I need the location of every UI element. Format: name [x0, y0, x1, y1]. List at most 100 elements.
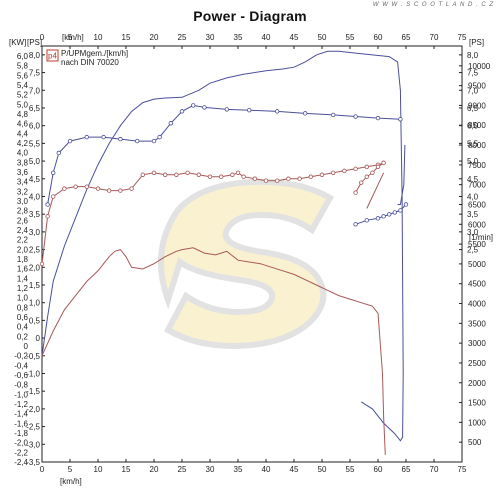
rpm-tick-0: 10000 [468, 62, 491, 71]
x-tick-top-8: 40 [262, 33, 271, 42]
series-layer [39, 50, 409, 455]
series-1-point-9 [157, 134, 162, 140]
x-tick-bottom-15: 75 [458, 465, 467, 474]
series-1-point-8 [151, 138, 157, 144]
series-1 [45, 103, 403, 207]
kw-tick-29: 0,2 [17, 332, 29, 341]
series-1-point-10 [168, 121, 173, 126]
kw-tick-28: 0,4 [17, 323, 29, 332]
series-1-point-17 [303, 111, 308, 116]
kw-tick-31: -0,2 [14, 352, 28, 361]
ps-left-tick-5: 5,5 [29, 139, 41, 148]
series-5-point-30 [353, 166, 358, 172]
kw-tick-39: -1,8 [14, 429, 28, 438]
chart-title: Power - Diagram [193, 8, 307, 24]
kw-unit-label: [KW] [9, 38, 26, 47]
kw-tick-38: -1,6 [14, 419, 28, 428]
kw-tick-17: 2,6 [17, 216, 29, 225]
rpm-tick-12: 4000 [468, 300, 486, 309]
kw-tick-1: 5,8 [17, 62, 29, 71]
ps-left-tick-20: -2,0 [26, 405, 40, 414]
kw-tick-12: 3,6 [17, 168, 29, 177]
series-0 [41, 50, 404, 442]
series-5-point-10 [140, 172, 145, 177]
series-5-point-13 [174, 172, 179, 177]
kmh-top-unit-label: [km/h] [62, 33, 84, 42]
kw-tick-8: 4,4 [17, 129, 29, 138]
series-5-point-6 [95, 186, 101, 191]
rpm-tick-18: 1000 [468, 418, 486, 427]
series-5-point-2 [51, 194, 56, 199]
series-1-point-16 [275, 109, 280, 114]
rpm-unit-label: [1/min] [469, 233, 493, 242]
series-3 [397, 144, 406, 205]
series-2-point-1 [364, 218, 369, 223]
ps-left-tick-3: 6,5 [29, 104, 41, 113]
ps-left-tick-17: -0,5 [26, 352, 40, 361]
x-tick-bottom-4: 20 [150, 465, 159, 474]
series-2-point-4 [387, 212, 392, 217]
legend-badge: p4 [48, 52, 57, 61]
series-5-point-12 [162, 172, 168, 177]
rpm-tick-10: 5000 [468, 260, 486, 269]
series-5-point-14 [185, 170, 190, 175]
x-tick-top-2: 10 [94, 33, 103, 42]
legend-badge-box [46, 49, 59, 62]
kw-tick-10: 4,0 [17, 149, 29, 158]
ps-left-tick-6: 5,0 [29, 157, 41, 166]
rpm-tick-5: 7500 [468, 161, 486, 170]
series-6-point-2 [364, 174, 369, 179]
x-tick-top-11: 55 [346, 33, 355, 42]
kw-tick-15: 3,0 [17, 197, 29, 206]
x-tick-top-4: 20 [150, 33, 159, 42]
series-5-point-16 [207, 174, 213, 179]
kw-tick-2: 5,6 [17, 71, 29, 80]
ps-right-tick-6: 5,0 [467, 157, 479, 166]
series-1-point-18 [331, 112, 336, 118]
kw-tick-11: 3,8 [17, 158, 29, 167]
series-5-point-23 [275, 178, 280, 183]
series-7-line [366, 172, 385, 209]
x-tick-top-0: 0 [40, 33, 45, 42]
kw-tick-41: -2,2 [14, 448, 28, 457]
chart-legend: p4 P/UPMgem./[km/h] nach DIN 70020 [46, 49, 128, 67]
series-7 [366, 172, 385, 209]
rpm-tick-19: 500 [468, 438, 482, 447]
series-6 [353, 160, 386, 195]
x-tick-top-13: 65 [402, 33, 411, 42]
ps-left-tick-12: 2,0 [29, 263, 41, 272]
series-5-point-29 [342, 168, 347, 173]
series-5-point-20 [241, 174, 246, 179]
ps-left-tick-15: 0,5 [29, 316, 41, 325]
kw-tick-35: -1,0 [14, 390, 28, 399]
kw-tick-18: 2,4 [17, 226, 29, 235]
kw-tick-7: 4,6 [17, 120, 29, 129]
rpm-tick-6: 7000 [468, 181, 486, 190]
series-5-point-31 [364, 164, 369, 170]
kw-tick-14: 3,2 [17, 187, 29, 196]
series-6-point-0 [353, 190, 358, 195]
series-0-line [41, 50, 404, 442]
series-1-point-11 [179, 109, 185, 114]
series-2-point-6 [398, 208, 403, 213]
ps-left-tick-8: 4,0 [29, 192, 41, 201]
series-1-point-7 [134, 138, 140, 144]
series-5-point-11 [151, 170, 157, 175]
x-tick-top-5: 25 [178, 33, 187, 42]
ps-right-tick-11: 2,5 [467, 246, 479, 255]
series-5-point-27 [319, 172, 325, 177]
ps-right-tick-5: 5,5 [467, 139, 479, 148]
kw-tick-37: -1,4 [14, 410, 28, 419]
series-4 [41, 247, 386, 455]
series-5-point-9 [129, 186, 134, 191]
series-3-line [397, 144, 406, 205]
kw-tick-21: 1,8 [17, 255, 29, 264]
watermark-text: W W W . S C O O T L A N D . C Z [372, 2, 494, 8]
series-1-line [47, 104, 401, 205]
kw-tick-40: -2,0 [14, 439, 28, 448]
series-6-point-3 [370, 170, 375, 175]
rpm-tick-17: 1500 [468, 399, 486, 408]
x-tick-bottom-0: 0 [40, 465, 45, 474]
kw-tick-9: 4,2 [17, 139, 29, 148]
rpm-tick-13: 3500 [468, 319, 486, 328]
